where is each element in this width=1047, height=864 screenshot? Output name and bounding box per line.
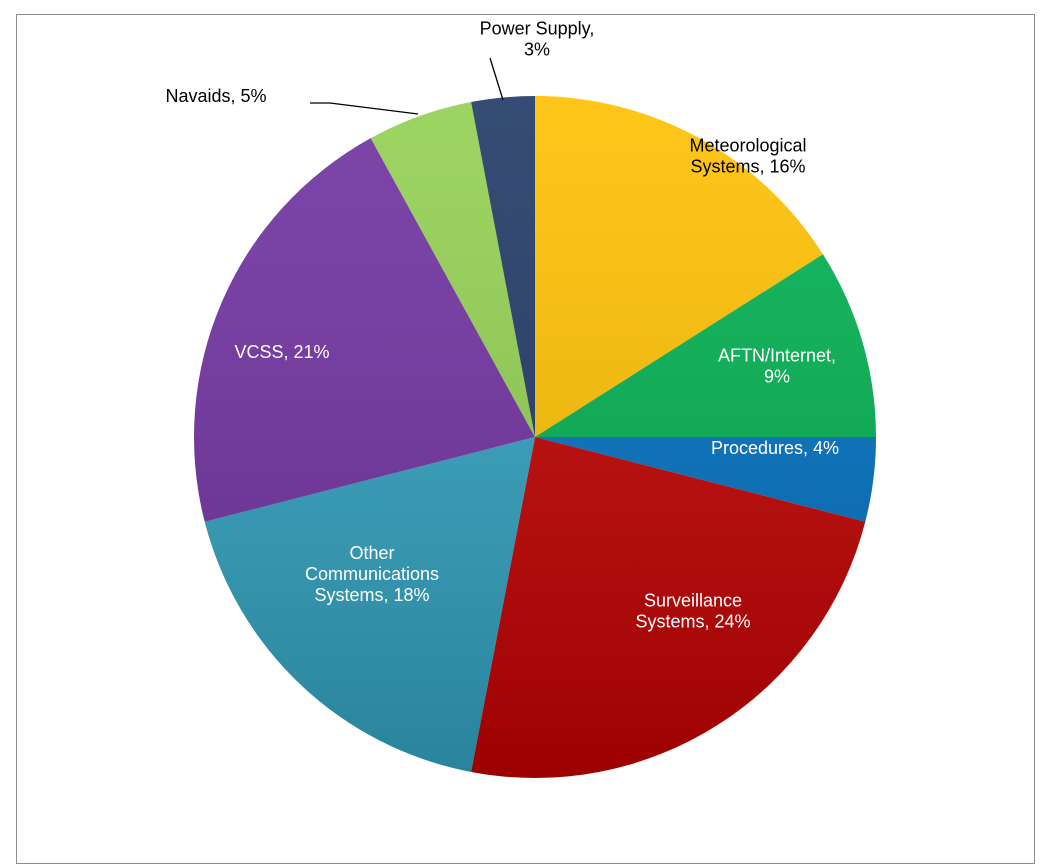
- data-label-procedures: Procedures, 4%: [711, 438, 839, 458]
- leader-line-power-supply: [489, 57, 504, 101]
- data-label-surveillance-systems: Surveillance Systems, 24%: [635, 591, 750, 632]
- data-label-navaids: Navaids, 5%: [165, 86, 266, 106]
- leader-line-navaids: [310, 102, 419, 115]
- data-label-other-communications-systems: Other Communications Systems, 18%: [305, 543, 439, 605]
- data-label-aftn-internet: AFTN/Internet, 9%: [718, 346, 836, 387]
- data-label-meteorological-systems: Meteorological Systems, 16%: [689, 136, 806, 177]
- data-label-vcss: VCSS, 21%: [234, 342, 329, 362]
- data-label-power-supply: Power Supply, 3%: [480, 19, 595, 60]
